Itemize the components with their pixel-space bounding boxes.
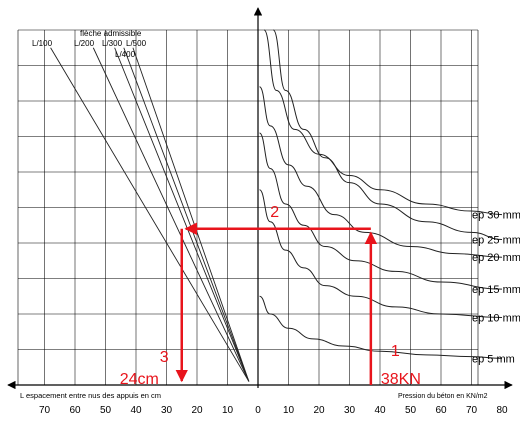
axes: 70 60 50 40 30 20 10 0 10 20 30 40 50 60 70 80 xyxy=(7,7,513,416)
series-label: ep 10 mm xyxy=(472,313,520,325)
worked-example: 1 2 3 38KN 24cm xyxy=(120,204,421,388)
x-right-tick-label: 50 xyxy=(405,405,417,416)
x-right-tick-label: 0 xyxy=(255,405,261,416)
x-right-tick-label: 40 xyxy=(374,405,386,416)
series-line xyxy=(259,86,503,258)
labels: L/100 L/200 L/300 L/400 L/500 ep 30 mm ep 25 m… xyxy=(32,39,520,365)
series-line xyxy=(259,132,503,290)
series-label: L/400 xyxy=(115,50,136,59)
series-label: ep 5 mm xyxy=(472,353,515,365)
series-label: L/200 xyxy=(74,39,95,48)
example-pressure-label: 38KN xyxy=(381,371,421,388)
curves xyxy=(50,29,503,382)
x-right-tick-label: 80 xyxy=(496,405,508,416)
x-left-tick-label: 70 xyxy=(39,405,51,416)
series-line xyxy=(92,47,250,382)
series-line xyxy=(263,29,503,216)
x-right-tick-label: 60 xyxy=(435,405,447,416)
example-step-label: 2 xyxy=(270,204,279,221)
x-right-tick-label: 20 xyxy=(313,405,325,416)
x-right-tick-label: 70 xyxy=(466,405,478,416)
x-right-tick-label: 10 xyxy=(283,405,295,416)
series-label: L/500 xyxy=(126,39,147,48)
x-right-tick-label: 30 xyxy=(344,405,356,416)
x-left-tick-label: 30 xyxy=(161,405,173,416)
example-step-label: 3 xyxy=(160,349,169,366)
series-label: ep 30 mm xyxy=(472,210,520,222)
series-line xyxy=(114,47,250,382)
series-label: ep 25 mm xyxy=(472,234,520,246)
left-group-title: flèche admissible xyxy=(80,29,142,38)
x-left-tick-label: 40 xyxy=(130,405,142,416)
series-line xyxy=(272,29,503,240)
x-left-tick-label: 10 xyxy=(222,405,234,416)
series-line xyxy=(259,295,503,359)
x-left-tick-label: 60 xyxy=(69,405,81,416)
x-left-tick-label: 50 xyxy=(100,405,112,416)
series-label: L/300 xyxy=(102,39,123,48)
series-label: ep 15 mm xyxy=(472,284,520,296)
series-line xyxy=(50,47,250,382)
example-spacing-label: 24cm xyxy=(120,371,159,388)
series-label: ep 20 mm xyxy=(472,252,520,264)
series-line xyxy=(132,47,250,382)
x-left-tick-label: 20 xyxy=(191,405,203,416)
series-label: L/100 xyxy=(32,39,53,48)
x-right-axis-label: Pression du béton en KN/m2 xyxy=(398,393,488,400)
series-line xyxy=(123,47,250,382)
example-step-label: 1 xyxy=(391,343,400,360)
grid xyxy=(17,29,479,385)
x-left-axis-label: L espacement entre nus des appuis en cm xyxy=(20,391,161,400)
